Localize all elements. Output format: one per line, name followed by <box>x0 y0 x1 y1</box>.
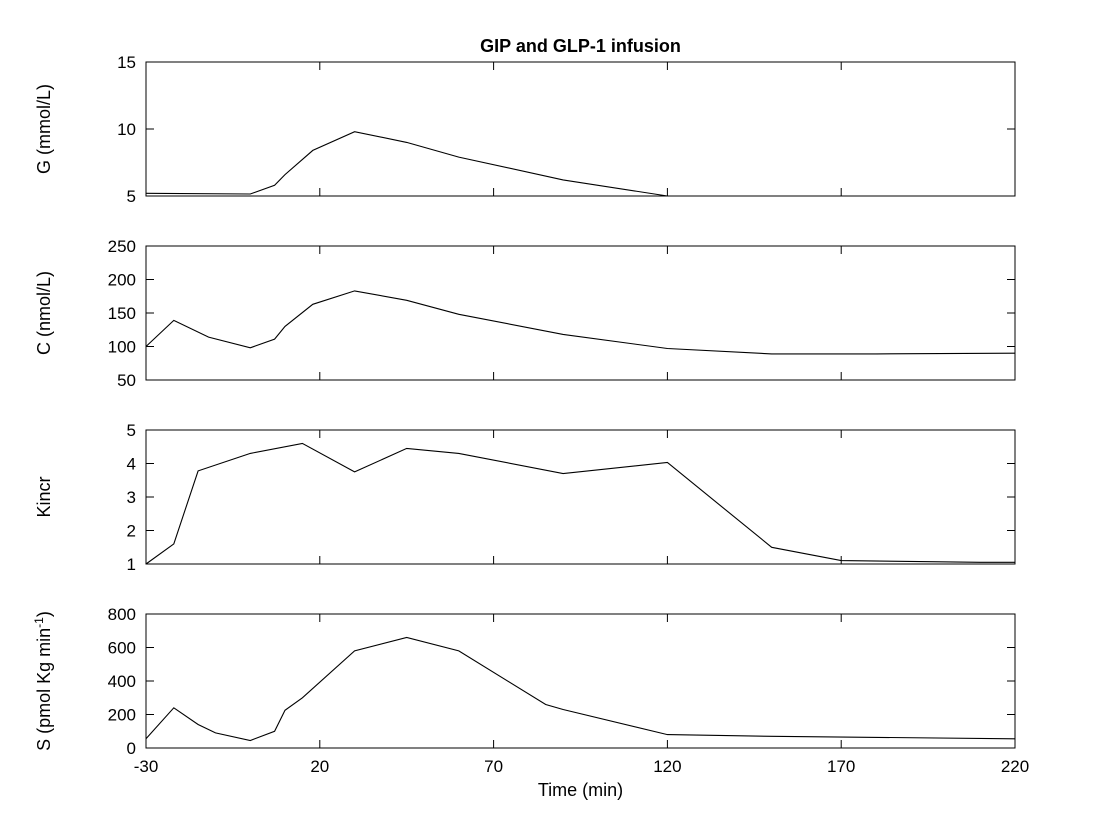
chart-title: GIP and GLP-1 infusion <box>480 36 681 56</box>
x-tick-label: 120 <box>653 757 681 776</box>
axes-box <box>145 429 1016 565</box>
x-axis-label: Time (min) <box>538 780 623 800</box>
y-tick-label: 0 <box>127 739 136 758</box>
y-tick-label: 5 <box>127 421 136 440</box>
x-tick-labels: -30 20 70 120 170 220 <box>134 757 1029 776</box>
y-axis-label: S (pmol Kg min-1) <box>32 611 54 751</box>
y-tick-label: 150 <box>108 304 136 323</box>
y-axis-label: C (nmol/L) <box>34 271 54 355</box>
x-tick-label: 20 <box>310 757 329 776</box>
y-axis-label: Kincr <box>34 476 54 517</box>
y-axis-label: G (mmol/L) <box>34 84 54 174</box>
y-tick-label: 100 <box>108 338 136 357</box>
axes-box <box>145 245 1016 381</box>
y-tick-label: 200 <box>108 271 136 290</box>
y-tick-label: 400 <box>108 672 136 691</box>
series-line <box>145 131 685 197</box>
subplot-1: 5 10 15 G (mmol/L) <box>34 53 1016 206</box>
y-tick-label: 3 <box>127 488 136 507</box>
series-line <box>145 442 1015 565</box>
y-tick-label: 1 <box>127 555 136 574</box>
y-tick-label: 2 <box>127 522 136 541</box>
y-tick-label: 250 <box>108 237 136 256</box>
axes-box <box>145 61 1016 197</box>
y-tick-label: 4 <box>127 455 136 474</box>
y-tick-label: 600 <box>108 639 136 658</box>
series-line <box>145 290 1016 355</box>
y-tick-label: 10 <box>117 120 136 139</box>
subplot-2: 50 100 150 200 250 C (nmol/L) <box>34 237 1016 390</box>
x-tick-label: 170 <box>827 757 855 776</box>
y-tick-label: 200 <box>108 706 136 725</box>
y-tick-label: 800 <box>108 605 136 624</box>
x-tick-label: 220 <box>1001 757 1029 776</box>
y-tick-label: 50 <box>117 371 136 390</box>
x-tick-label: -30 <box>134 757 159 776</box>
subplot-3: 1 2 3 4 5 Kincr <box>34 421 1016 574</box>
subplot-4: 0 200 400 600 800 S (pmol Kg min-1) <box>32 605 1016 758</box>
series-line <box>145 636 1016 742</box>
y-tick-label: 5 <box>127 187 136 206</box>
y-tick-label: 15 <box>117 53 136 72</box>
x-tick-label: 70 <box>484 757 503 776</box>
